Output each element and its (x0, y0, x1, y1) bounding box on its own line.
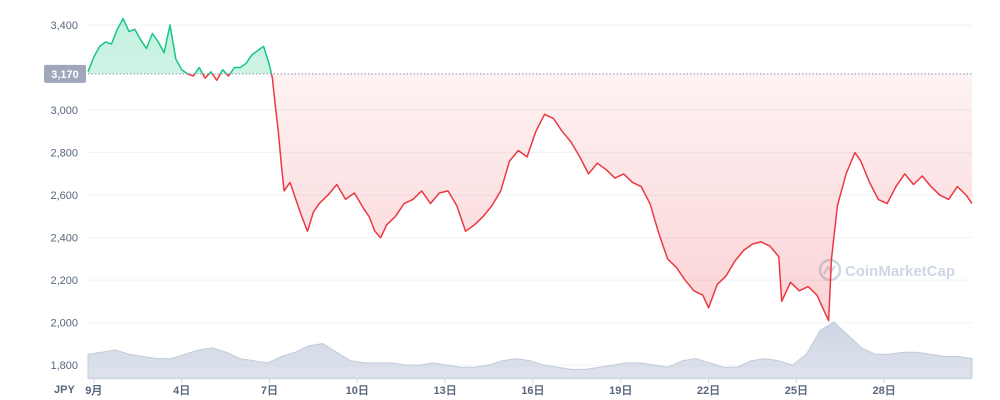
price-fill (88, 18, 972, 321)
x-tick-label: 19日 (609, 384, 632, 397)
x-tick-label: 22日 (697, 384, 720, 397)
x-axis: JPY 9月 4日 7日 10日 13日 16日 19日 22日 25日 28日 (54, 378, 972, 397)
x-tick-label: 4日 (173, 384, 190, 397)
y-tick-label: 2,800 (50, 148, 78, 160)
volume-shape (87, 321, 973, 379)
x-tick-label: 25日 (785, 384, 808, 397)
y-tick-label: 3,000 (50, 105, 78, 117)
baseline-label-bg (44, 64, 86, 83)
price-line-down (186, 73, 973, 322)
grid (88, 24, 972, 366)
price-fill-up (88, 18, 972, 74)
y-axis: 3,400 3,000 2,800 2,600 2,400 2,200 2,000 1,800 (50, 20, 78, 372)
y-tick-label: 3,400 (50, 20, 78, 32)
baseline: 3,170 (44, 64, 972, 83)
x-tick-label: 16日 (521, 384, 544, 397)
x-tick-label: 7日 (261, 384, 278, 397)
baseline-label: 3,170 (51, 69, 79, 81)
x-tick-label: 28日 (873, 384, 896, 397)
volume-area (87, 321, 973, 379)
y-tick-label: 2,600 (50, 190, 78, 202)
watermark-text: CoinMarketCap (845, 263, 955, 280)
x-tick-label: 10日 (346, 384, 369, 397)
y-tick-label: 2,400 (50, 233, 78, 245)
y-tick-label: 2,200 (50, 275, 78, 287)
price-fill-down (187, 73, 972, 321)
price-line (87, 17, 973, 322)
x-tick-label: 9月 (85, 384, 102, 397)
y-tick-label: 2,000 (50, 318, 78, 330)
x-tick-label: 13日 (433, 384, 456, 397)
y-tick-label: 1,800 (50, 360, 78, 372)
watermark: CoinMarketCap (818, 258, 955, 282)
currency-label: JPY (54, 384, 75, 396)
